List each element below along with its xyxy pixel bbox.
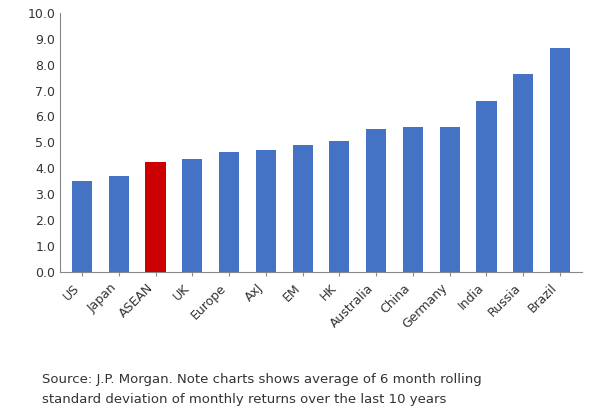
- Bar: [72, 181, 92, 272]
- Bar: [366, 129, 386, 272]
- Bar: [256, 150, 276, 272]
- Bar: [109, 176, 129, 272]
- Bar: [440, 127, 460, 272]
- Bar: [513, 74, 533, 272]
- Bar: [403, 127, 423, 272]
- Bar: [329, 141, 349, 272]
- Bar: [219, 152, 239, 272]
- Bar: [145, 162, 166, 272]
- Bar: [476, 101, 497, 272]
- Text: Source: J.P. Morgan. Note charts shows average of 6 month rolling
standard devia: Source: J.P. Morgan. Note charts shows a…: [42, 373, 482, 406]
- Bar: [550, 48, 570, 272]
- Bar: [182, 159, 202, 272]
- Bar: [293, 145, 313, 272]
